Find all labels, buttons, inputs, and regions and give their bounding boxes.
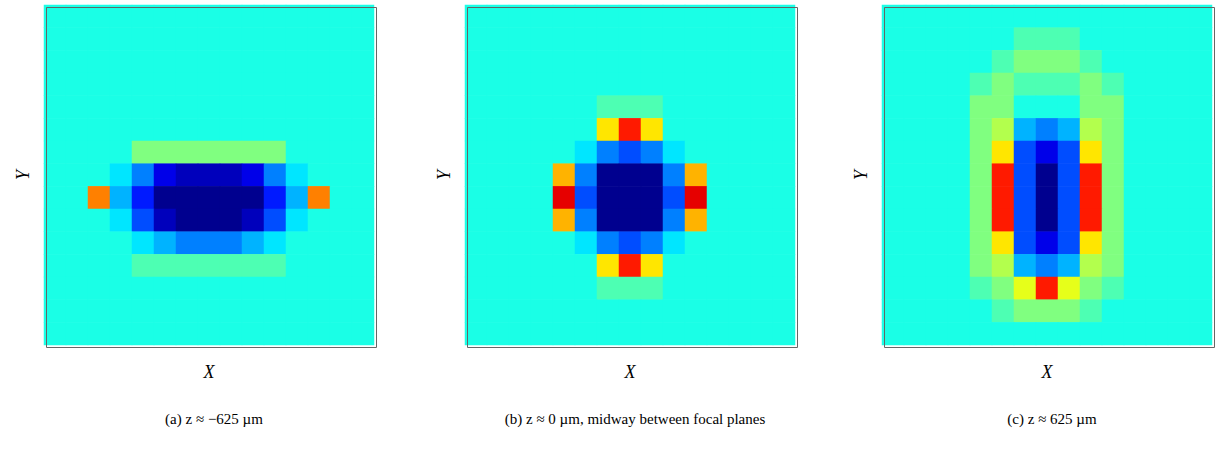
svg-text:X: X [624, 362, 637, 382]
svg-text:X: X [203, 362, 216, 382]
svg-text:(a) z ≈ −625 µm: (a) z ≈ −625 µm [165, 411, 263, 428]
svg-text:Y: Y [851, 168, 871, 180]
svg-text:(b) z ≈ 0 µm, midway between f: (b) z ≈ 0 µm, midway between focal plane… [505, 411, 766, 428]
svg-text:X: X [1041, 362, 1054, 382]
svg-text:(c) z ≈ 625 µm: (c) z ≈ 625 µm [1007, 411, 1097, 428]
svg-text:Y: Y [434, 168, 454, 180]
svg-text:Y: Y [13, 168, 33, 180]
